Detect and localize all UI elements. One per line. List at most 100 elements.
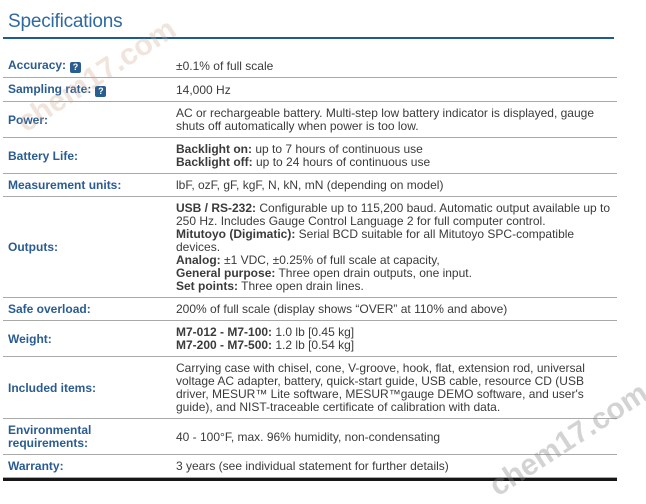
spec-label: Weight: [8,331,52,346]
value-bold-segment: M7-012 - M7-100: [176,325,273,339]
spec-row-power: Power: AC or rechargeable battery. Multi… [3,102,617,138]
spec-label-cell: Included items: [3,357,176,419]
help-icon[interactable]: ? [70,62,82,73]
value-bold-segment: Mitutoyo (Digimatic): [176,227,296,241]
spec-value-line: voltage AC adapter, battery, quick-start… [176,375,617,388]
value-bold-segment: Backlight off: [176,155,253,169]
table-bottom-border [3,478,617,481]
spec-value-line: AC or rechargeable battery. Multi-step l… [176,107,617,120]
value-text-segment: 1.2 lb [0.54 kg] [272,338,355,352]
spec-label: Battery Life: [8,148,79,163]
spec-value-line: shuts off automatically when power is to… [176,120,617,133]
spec-label-cell: Power: [3,102,176,138]
value-bold-segment: Backlight on: [176,142,253,156]
spec-label-cell: Weight: [3,321,176,357]
spec-label: Safe overload: [8,302,91,316]
value-text-segment: Carrying case with chisel, cone, V-groov… [176,361,585,375]
spec-row-included-items: Included items: Carrying case with chise… [3,357,617,419]
spec-value-line: Mitutoyo (Digimatic): Serial BCD suitabl… [176,228,617,241]
spec-label: Power: [8,112,49,127]
spec-label: Accuracy: [8,58,67,72]
value-text-segment: driver, MESUR™ Lite software, MESUR™gaug… [176,387,584,401]
value-text-segment: lbF, ozF, gF, kgF, N, kN, mN (depending … [176,178,444,192]
spec-row-sampling-rate: Sampling rate:? 14,000 Hz [3,78,617,102]
value-text-segment: voltage AC adapter, battery, quick-start… [176,374,584,388]
spec-row-battery-life: Battery Life: Backlight on: up to 7 hour… [3,138,617,174]
spec-value-line: USB / RS-232: Configurable up to 115,200… [176,202,617,215]
spec-row-weight: Weight: M7-012 - M7-100: 1.0 lb [0.45 kg… [3,321,617,357]
spec-value-line: guide), and NIST-traceable certificate o… [176,401,617,414]
spec-value-cell: 40 - 100°F, max. 96% humidity, non-conde… [176,419,617,455]
spec-value-line: Backlight off: up to 24 hours of continu… [176,156,617,169]
value-text-segment: 3 years (see individual statement for fu… [176,459,449,473]
specifications-table: Accuracy:? ±0.1% of full scale Sampling … [3,47,617,478]
spec-label: Included items: [8,380,97,395]
value-text-segment: ±0.1% of full scale [176,58,274,73]
spec-value-line: Set points: Three open drain lines. [176,280,617,293]
spec-value-line: Analog: ±1 VDC, ±0.25% of full scale at … [176,254,617,267]
spec-label-cell: Safe overload: [3,298,176,321]
spec-value-line: 250 Hz. Includes Gauge Control Language … [176,215,617,228]
value-text-segment: 1.0 lb [0.45 kg] [272,325,355,339]
value-text-segment: Three open drain outputs, one input. [275,266,472,280]
value-bold-segment: Analog: [176,253,221,267]
value-text-segment: up to 24 hours of continuous use [252,155,431,169]
spec-value-cell: lbF, ozF, gF, kgF, N, kN, mN (depending … [176,174,617,197]
spec-value-line: M7-200 - M7-500: 1.2 lb [0.54 kg] [176,339,617,352]
spec-label-cell: Sampling rate:? [3,78,176,102]
value-text-segment: 40 - 100°F, max. 96% humidity, non-conde… [176,429,441,444]
value-bold-segment: General purpose: [176,266,276,280]
spec-value-line: driver, MESUR™ Lite software, MESUR™gaug… [176,388,617,401]
spec-label: Measurement units: [8,178,122,192]
spec-value-cell: 3 years (see individual statement for fu… [176,455,617,478]
spec-row-environmental-requirements: Environmental requirements: 40 - 100°F, … [3,419,617,455]
spec-value-cell: Carrying case with chisel, cone, V-groov… [176,357,617,419]
spec-row-accuracy: Accuracy:? ±0.1% of full scale [3,47,617,78]
page-title: Specifications [8,11,123,32]
spec-value-line: 14,000 Hz [176,82,617,97]
value-text-segment: AC or rechargeable battery. Multi-step l… [176,106,594,120]
spec-value-line: devices. [176,241,617,254]
spec-value-line: Carrying case with chisel, cone, V-groov… [176,362,617,375]
spec-label-cell: Accuracy:? [3,47,176,78]
spec-value-line: 40 - 100°F, max. 96% humidity, non-conde… [176,429,617,444]
value-bold-segment: Set points: [176,279,238,293]
spec-value-cell: 200% of full scale (display shows “OVER”… [176,298,617,321]
value-text-segment: guide), and NIST-traceable certificate o… [176,400,501,414]
spec-label: Sampling rate: [8,82,92,96]
spec-value-line: General purpose: Three open drain output… [176,267,617,280]
value-bold-segment: M7-200 - M7-500: [176,338,273,352]
spec-value-line: ±0.1% of full scale [176,58,617,73]
value-text-segment: 14,000 Hz [176,82,231,97]
spec-label: Outputs: [8,240,58,254]
value-text-segment: shuts off automatically when power is to… [176,119,419,133]
spec-label: Warranty: [8,459,64,473]
spec-value-line: 3 years (see individual statement for fu… [176,460,617,473]
help-icon[interactable]: ? [95,86,107,97]
spec-label-cell: Outputs: [3,197,176,298]
spec-value-line: lbF, ozF, gF, kgF, N, kN, mN (depending … [176,179,617,192]
spec-label: Environmental requirements: [8,423,92,450]
value-bold-segment: USB / RS-232: [176,201,257,215]
value-text-segment: devices. [176,240,221,254]
spec-row-outputs: Outputs: USB / RS-232: Configurable up t… [3,197,617,298]
spec-value-cell: M7-012 - M7-100: 1.0 lb [0.45 kg] M7-200… [176,321,617,357]
spec-row-measurement-units: Measurement units: lbF, ozF, gF, kgF, N,… [3,174,617,197]
spec-value-cell: Backlight on: up to 7 hours of continuou… [176,138,617,174]
value-text-segment: Configurable up to 115,200 baud. Automat… [256,201,611,215]
spec-value-cell: AC or rechargeable battery. Multi-step l… [176,102,617,138]
spec-row-safe-overload: Safe overload: 200% of full scale (displ… [3,298,617,321]
spec-label-cell: Measurement units: [3,174,176,197]
specifications-page: chem17.com chem17.com Specifications Acc… [0,11,646,503]
spec-label-cell: Warranty: [3,455,176,478]
value-text-segment: 250 Hz. Includes Gauge Control Language … [176,214,546,228]
spec-label-cell: Battery Life: [3,138,176,174]
spec-row-warranty: Warranty: 3 years (see individual statem… [3,455,617,478]
value-text-segment: Three open drain lines. [238,279,364,293]
value-text-segment: Serial BCD suitable for all Mitutoyo SPC… [295,227,575,241]
spec-value-line: 200% of full scale (display shows “OVER”… [176,303,617,316]
title-divider [3,37,614,39]
value-text-segment: 200% of full scale (display shows “OVER”… [176,302,508,316]
spec-value-line: Backlight on: up to 7 hours of continuou… [176,143,617,156]
spec-label-cell: Environmental requirements: [3,419,176,455]
